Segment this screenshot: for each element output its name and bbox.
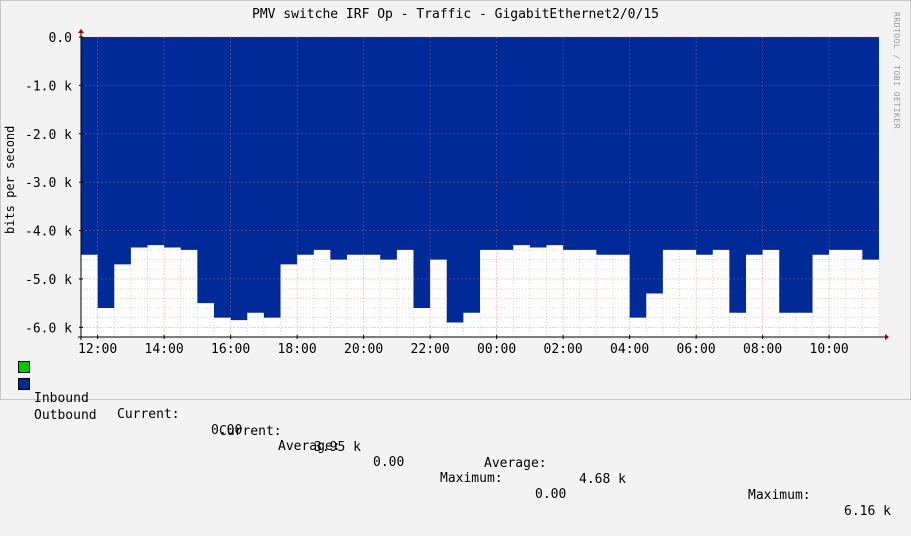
y-tick-labels: 0.0 -1.0 k -2.0 k -3.0 k -4.0 k -5.0 k -6.0 k <box>25 31 72 336</box>
outbound-area <box>81 37 879 323</box>
x-tick-label: 08:00 <box>743 342 782 357</box>
outbound-current-label: Current: <box>219 424 282 439</box>
chart-title: PMV switche IRF Op - Traffic - GigabitEt… <box>252 7 659 22</box>
y-tick-label: -6.0 k <box>25 321 72 336</box>
x-tick-label: 12:00 <box>78 342 117 357</box>
outbound-current-value: 3.95 k <box>314 440 361 455</box>
x-tick-labels: 12:00 14:00 16:00 18:00 20:00 22:00 00:00 02:00… <box>78 342 849 357</box>
y-tick-label: -1.0 k <box>25 79 72 94</box>
y-tick-label: -5.0 k <box>25 273 72 288</box>
outbound-swatch <box>18 378 30 390</box>
inbound-average-value: 0.00 <box>373 455 405 470</box>
x-tick-label: 00:00 <box>477 342 516 357</box>
outbound-maximum-value: 6.16 k <box>844 504 891 519</box>
traffic-chart: 0.0-1.0 k-2.0 k-3.0 k-4.0 k-5.0 k-6.0 k … <box>25 29 889 357</box>
legend-row-outbound: Outbound Current: 3.95 k Average: 4.68 k… <box>18 376 891 519</box>
outbound-label: Outbound <box>34 408 97 423</box>
inbound-current-label: Current: <box>117 407 180 422</box>
x-tick-label: 20:00 <box>344 342 383 357</box>
x-tick-label: 18:00 <box>278 342 317 357</box>
x-tick-label: 22:00 <box>411 342 450 357</box>
rrdtool-watermark: RRDTOOL / TOBI OETIKER <box>892 12 901 129</box>
inbound-swatch <box>18 361 30 373</box>
legend-row-inbound: Inbound Current: 0.00 Average: 0.00 Maxi… <box>18 359 566 502</box>
y-axis-arrow <box>78 29 84 33</box>
inbound-maximum-label: Maximum: <box>440 471 503 486</box>
x-tick-label: 06:00 <box>677 342 716 357</box>
y-tick-label: -2.0 k <box>25 128 72 143</box>
outbound-series-area <box>81 37 879 323</box>
outbound-average-label: Average: <box>484 456 547 471</box>
axes <box>78 29 889 340</box>
x-tick-label: 16:00 <box>211 342 250 357</box>
y-tick-label: 0.0 <box>49 31 72 46</box>
y-tick-label: -4.0 k <box>25 225 72 240</box>
x-tick-label: 04:00 <box>610 342 649 357</box>
x-tick-label: 14:00 <box>145 342 184 357</box>
x-axis-arrow <box>885 334 889 340</box>
inbound-maximum-value: 0.00 <box>535 487 567 502</box>
x-tick-label: 02:00 <box>544 342 583 357</box>
major-grid-lines <box>81 36 879 337</box>
outbound-average-value: 4.68 k <box>579 472 626 487</box>
y-tick-label: -3.0 k <box>25 176 72 191</box>
outbound-maximum-label: Maximum: <box>748 488 811 503</box>
x-tick-label: 10:00 <box>810 342 849 357</box>
